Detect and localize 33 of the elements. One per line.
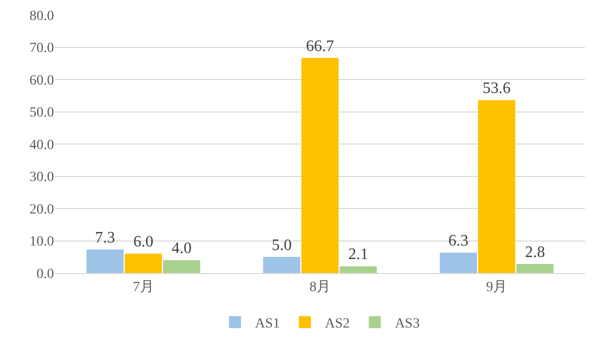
legend-label: AS2 bbox=[324, 316, 350, 332]
bar bbox=[478, 100, 516, 273]
data-label: 5.0 bbox=[272, 236, 292, 254]
data-label: 2.1 bbox=[348, 246, 368, 264]
data-label: 53.6 bbox=[482, 80, 511, 98]
bar bbox=[124, 254, 162, 273]
y-tick-label: 70.0 bbox=[30, 41, 54, 56]
data-label: 7.3 bbox=[95, 229, 116, 246]
bar bbox=[263, 256, 300, 273]
bar bbox=[340, 266, 377, 273]
bar bbox=[440, 252, 477, 273]
y-tick-label: 30.0 bbox=[30, 170, 54, 186]
data-label: 2.8 bbox=[524, 244, 545, 261]
bar bbox=[516, 264, 554, 273]
data-label: 6.3 bbox=[448, 232, 468, 250]
bar bbox=[301, 58, 339, 273]
y-tick-label: 40.0 bbox=[30, 138, 54, 153]
data-label: 66.7 bbox=[306, 38, 334, 55]
legend-label: AS3 bbox=[394, 316, 420, 332]
y-tick-label: 80.0 bbox=[30, 8, 54, 24]
x-tick-label: 8月 bbox=[310, 280, 330, 295]
x-tick-label: 9月 bbox=[486, 280, 508, 295]
y-tick-label: 50.0 bbox=[30, 106, 54, 121]
bar bbox=[163, 260, 200, 273]
data-label: 4.0 bbox=[172, 240, 192, 258]
bar bbox=[86, 249, 124, 273]
legend-label: AS1 bbox=[255, 316, 280, 332]
data-label: 6.0 bbox=[133, 234, 154, 251]
x-tick-label: 7月 bbox=[132, 280, 154, 295]
y-tick-label: 10.0 bbox=[30, 234, 54, 250]
y-tick-label: 0.0 bbox=[36, 266, 54, 282]
y-tick-label: 60.0 bbox=[30, 73, 54, 88]
y-tick-label: 20.0 bbox=[30, 202, 54, 218]
